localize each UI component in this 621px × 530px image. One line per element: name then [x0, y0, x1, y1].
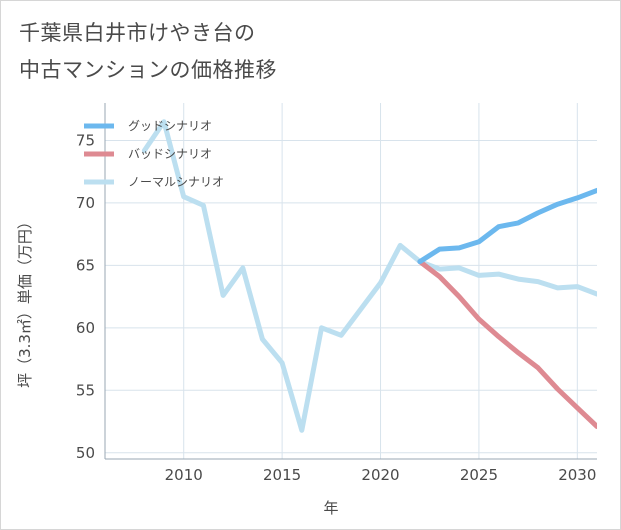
legend-label-bad: バッドシナリオ [128, 147, 212, 161]
x-tick-label-2025: 2025 [460, 466, 498, 484]
legend-label-good: グッドシナリオ [128, 119, 212, 133]
series-line-bad [417, 259, 597, 429]
tick-labels: 2010 2015 2020 2025 2030 50 55 60 65 70 75 [76, 131, 597, 484]
y-tick-label-60: 60 [76, 319, 95, 337]
legend-label-normal: ノーマルシナリオ [128, 175, 224, 189]
x-tick-label-2015: 2015 [263, 466, 301, 484]
series-line-good [417, 187, 597, 265]
chart-title-line-1: 千葉県白井市けやき台の [19, 21, 256, 45]
x-axis-label: 年 [323, 499, 338, 517]
y-tick-label-50: 50 [76, 444, 95, 462]
y-tick-label-70: 70 [76, 194, 95, 212]
x-tick-label-2020: 2020 [361, 466, 399, 484]
y-tick-label-75: 75 [76, 131, 95, 149]
y-tick-label-65: 65 [76, 256, 95, 274]
chart-title-line-2: 中古マンションの価格推移 [19, 58, 277, 82]
x-tick-label-2030: 2030 [558, 466, 596, 484]
series-lines [141, 119, 598, 433]
x-tick-label-2010: 2010 [165, 466, 203, 484]
y-axis-label: 坪（3.3㎡）単価（万円） [16, 214, 34, 388]
chart-title: 千葉県白井市けやき台の 中古マンションの価格推移 [19, 15, 277, 89]
y-tick-label-55: 55 [76, 381, 95, 399]
series-line-normal [141, 119, 597, 433]
axes [104, 103, 597, 460]
